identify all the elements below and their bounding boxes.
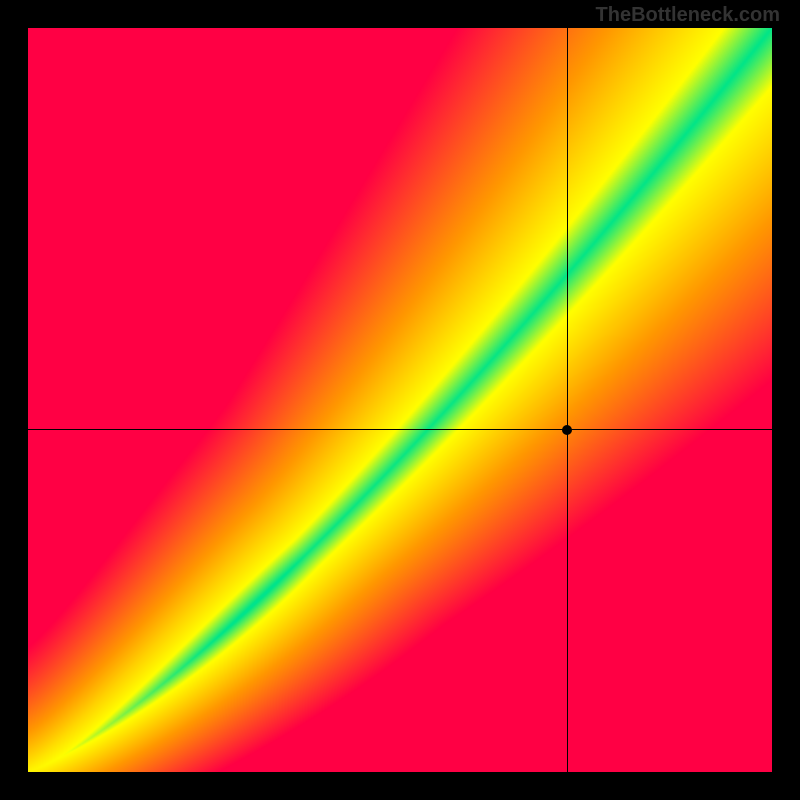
crosshair-horizontal [28, 429, 772, 430]
crosshair-vertical [567, 28, 568, 772]
heatmap-plot [28, 28, 772, 772]
watermark-text: TheBottleneck.com [596, 4, 780, 27]
heatmap-canvas [28, 28, 772, 772]
intersection-marker [562, 425, 572, 435]
